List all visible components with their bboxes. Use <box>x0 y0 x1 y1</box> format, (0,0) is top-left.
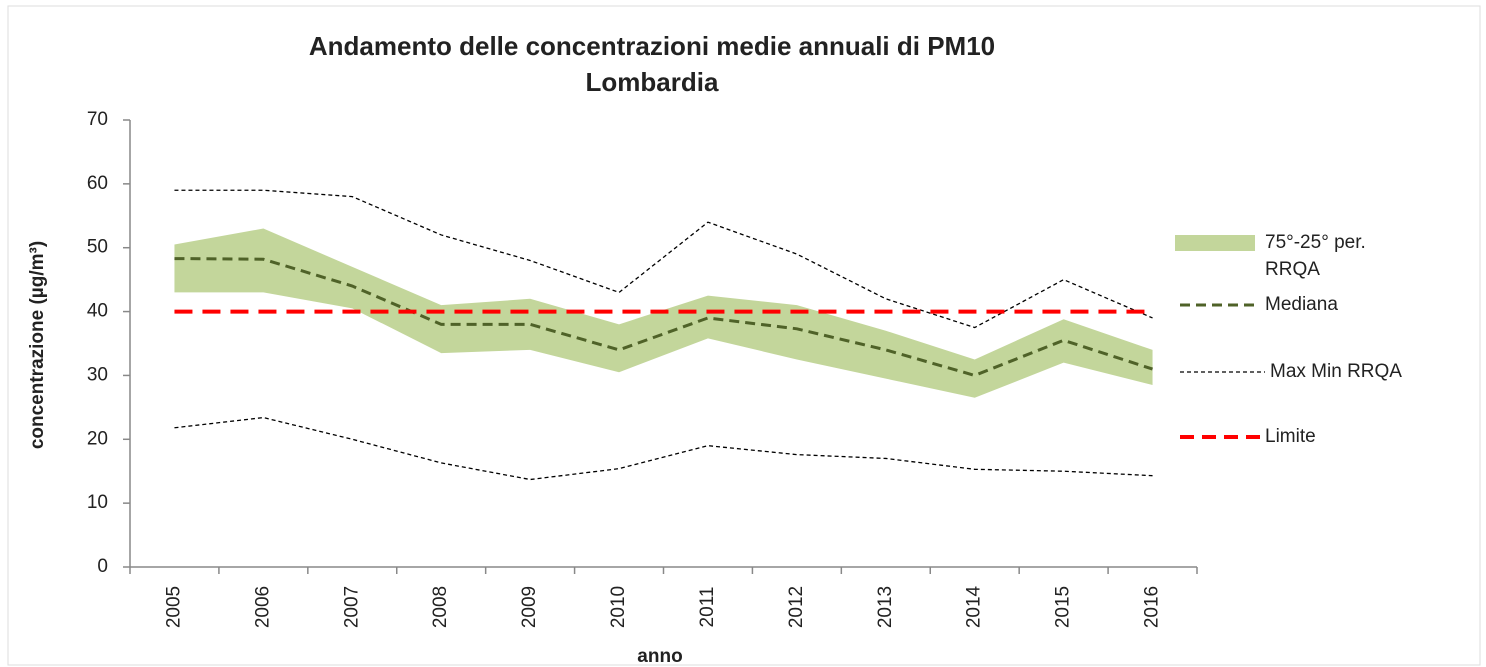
y-axis-title: concentrazione (µg/m³) <box>27 241 48 449</box>
x-tick-label: 2008 <box>430 586 451 628</box>
x-tick-label: 2007 <box>341 586 362 628</box>
median-line <box>174 257 1154 378</box>
legend-swatch <box>1175 235 1255 251</box>
y-tick-label: 50 <box>87 237 108 258</box>
legend-label: Mediana <box>1265 294 1338 315</box>
chart-subtitle: Lombardia <box>586 67 719 97</box>
min-line <box>174 416 1153 481</box>
x-tick-label: 2013 <box>875 586 896 628</box>
x-tick-label: 2015 <box>1053 586 1074 628</box>
x-tick-label: 2014 <box>964 585 985 628</box>
legend-label: 75°-25° per. RRQA <box>1265 232 1366 280</box>
y-tick-label: 10 <box>87 492 108 513</box>
x-tick-label: 2005 <box>163 586 184 628</box>
chart-title: Andamento delle concentrazioni medie ann… <box>309 31 995 61</box>
max-line <box>174 189 1153 329</box>
x-axis-title: anno <box>637 646 682 667</box>
legend-item: Max Min RRQA <box>1270 361 1402 382</box>
x-tick-label: 2016 <box>1142 586 1163 628</box>
y-tick-label: 30 <box>87 364 108 385</box>
y-tick-label: 0 <box>97 556 108 577</box>
chart-border <box>7 5 1481 666</box>
y-tick-label: 70 <box>87 109 108 130</box>
x-tick-label: 2010 <box>608 586 629 628</box>
y-tick-label: 40 <box>87 301 108 322</box>
y-tick-label: 20 <box>87 428 108 449</box>
legend-item: 75°-25° per. RRQA <box>1265 232 1366 280</box>
x-tick-label: 2006 <box>252 586 273 628</box>
x-tick-label: 2012 <box>786 586 807 628</box>
y-tick-label: 60 <box>87 173 108 194</box>
x-tick-label: 2011 <box>697 587 718 628</box>
x-tick-label: 2009 <box>519 586 540 628</box>
legend-label: Max Min RRQA <box>1270 361 1402 382</box>
legend-item: Limite <box>1265 426 1316 447</box>
legend-label: Limite <box>1265 426 1316 447</box>
legend-item: Mediana <box>1265 294 1338 315</box>
